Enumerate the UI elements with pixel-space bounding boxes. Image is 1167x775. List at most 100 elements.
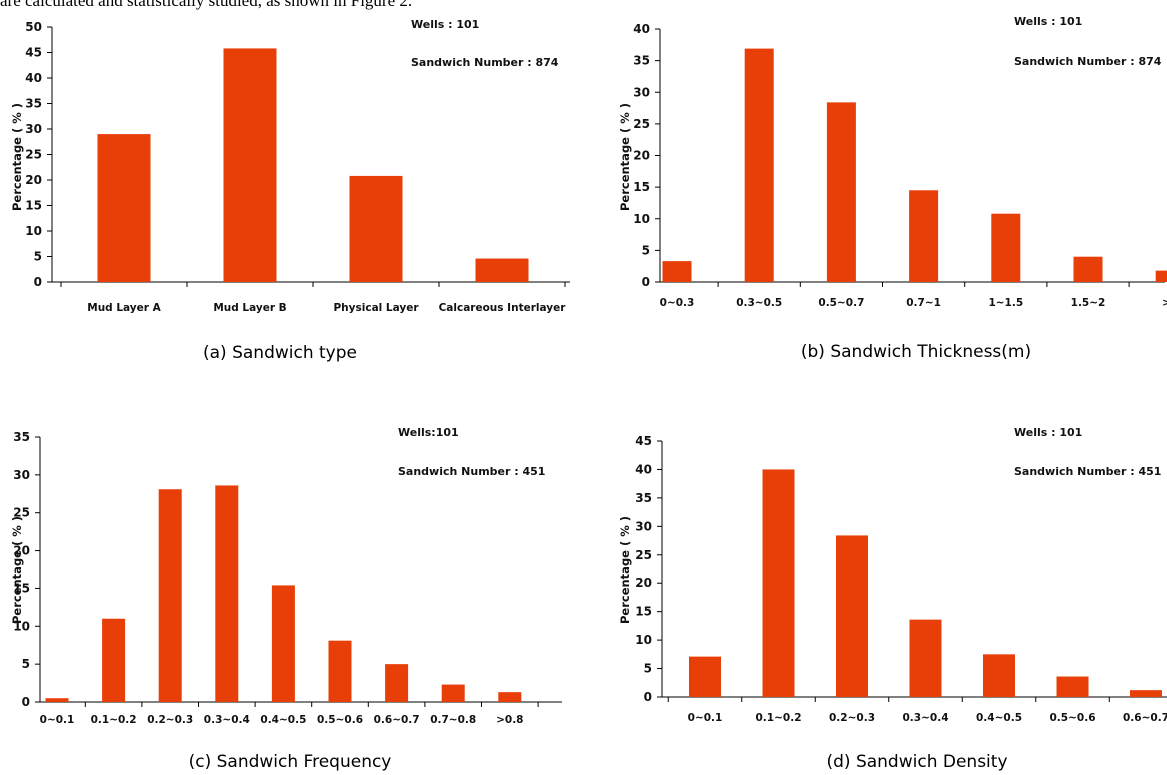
- bar-4: [215, 485, 239, 702]
- y-tick-label: 10: [13, 619, 30, 633]
- x-tick-label: 0.5~0.6: [317, 714, 363, 726]
- y-tick-label: 0: [22, 695, 30, 709]
- chart-panel-b: 0 5 10 15 20 25 30 35 40 Percentage ( % ) 0~0.3 0.3…: [618, 15, 1167, 362]
- bar-6: [1073, 256, 1103, 282]
- sandwich-number-note: Sandwich Number : 874: [1014, 55, 1162, 68]
- wells-note: Wells : 101: [1014, 426, 1082, 439]
- chart-panel-d: 0 5 10 15 20 25 30 35 40 45 Percentage ( % ) 0~0.1 0…: [618, 426, 1167, 772]
- intro-text: are calculated and statistically studied…: [0, 0, 413, 10]
- y-tick-label: 0: [642, 275, 650, 289]
- y-tick-label: 30: [25, 122, 42, 136]
- sandwich-number-note: Sandwich Number : 874: [411, 56, 559, 69]
- x-tick-label: 1~1.5: [988, 297, 1023, 309]
- x-tick-label: 0.5~0.6: [1050, 712, 1096, 724]
- bar-3: [158, 489, 182, 702]
- y-tick-label: 10: [25, 224, 42, 238]
- x-tick-label: Calcareous Interlayer: [439, 302, 567, 314]
- x-tick-label: 0.7~0.8: [430, 714, 476, 726]
- wells-note: Wells : 101: [411, 18, 479, 31]
- y-tick-label: 50: [25, 20, 42, 34]
- x-tick-label: 0.2~0.3: [147, 714, 193, 726]
- bar-4: [909, 619, 942, 697]
- x-tick-label: 0.3~0.5: [736, 297, 782, 309]
- y-tick-label: 30: [633, 85, 650, 99]
- y-tick-label: 10: [635, 633, 652, 647]
- bar-1: [97, 134, 151, 282]
- wells-note: Wells:101: [398, 426, 459, 439]
- x-tick-label: 0.5~0.7: [818, 297, 864, 309]
- y-tick-label: 35: [25, 97, 42, 111]
- y-tick-label: 20: [633, 149, 650, 163]
- x-tick-label: 0.1~0.2: [91, 714, 137, 726]
- x-tick-label: 0.7~1: [906, 297, 941, 309]
- bar-2: [762, 469, 795, 697]
- y-tick-label: 40: [633, 22, 650, 36]
- bar-1: [45, 698, 69, 702]
- x-tick-label: 0.4~0.5: [260, 714, 306, 726]
- bar-1: [689, 656, 721, 697]
- y-tick-label: 35: [633, 54, 650, 68]
- panel-title: (b) Sandwich Thickness(m): [801, 342, 1031, 362]
- bar-4: [909, 190, 939, 282]
- bar-7: [1130, 690, 1162, 697]
- y-tick-label: 25: [635, 548, 652, 562]
- y-axis-label: Percentage ( % ): [10, 516, 24, 624]
- x-tick-label: 0.1~0.2: [756, 712, 802, 724]
- y-tick-label: 20: [635, 576, 652, 590]
- y-tick-label: 0: [34, 275, 42, 289]
- bar-7: [385, 664, 409, 702]
- y-tick-label: 5: [22, 657, 30, 671]
- x-tick-label: >0.8: [496, 714, 523, 726]
- sandwich-number-note: Sandwich Number : 451: [398, 465, 545, 478]
- chart-panel-c: 0 5 10 15 20 25 30 35 Percentage ( % ) 0~0.1 0.1~0…: [10, 426, 562, 772]
- y-tick-label: 30: [635, 519, 652, 533]
- bar-3: [349, 175, 403, 282]
- x-tick-label: 1.5~2: [1071, 297, 1106, 309]
- bar-4: [475, 258, 529, 282]
- bar-5: [983, 654, 1015, 697]
- x-tick-label: Mud Layer A: [87, 302, 161, 314]
- y-tick-label: 15: [13, 581, 30, 595]
- y-tick-label: 25: [633, 117, 650, 131]
- y-tick-label: 10: [633, 212, 650, 226]
- panel-title: (d) Sandwich Density: [826, 752, 1007, 772]
- y-tick-label: 45: [25, 46, 42, 60]
- panel-title: (a) Sandwich type: [203, 343, 357, 363]
- y-tick-label: 5: [644, 662, 652, 676]
- x-tick-label: 0~0.3: [660, 297, 695, 309]
- chart-panel-a: 0 5 10 15 20 25 30 35 40 45 50 Percentage ( % ) Mud …: [10, 18, 570, 363]
- y-tick-label: 35: [13, 430, 30, 444]
- bar-1: [662, 261, 692, 282]
- x-tick-label: 0.3~0.4: [903, 712, 949, 724]
- y-tick-label: 40: [635, 462, 652, 476]
- y-axis-label: Percentage ( % ): [618, 103, 632, 211]
- y-tick-label: 15: [633, 180, 650, 194]
- y-tick-label: 25: [25, 148, 42, 162]
- x-tick-label: 0.2~0.3: [829, 712, 875, 724]
- y-tick-label: 35: [635, 491, 652, 505]
- bar-2: [102, 618, 126, 702]
- y-tick-label: 45: [635, 434, 652, 448]
- x-tick-label: 0~0.1: [688, 712, 723, 724]
- wells-note: Wells : 101: [1014, 15, 1082, 28]
- x-tick-label: Mud Layer B: [213, 302, 286, 314]
- x-tick-label: 0.6~0.7: [1123, 712, 1167, 724]
- bar-2: [223, 48, 277, 282]
- bar-2: [744, 48, 774, 282]
- y-tick-label: 20: [25, 173, 42, 187]
- bar-6: [328, 640, 352, 702]
- bar-5: [271, 585, 295, 702]
- x-tick-label: 0~0.1: [40, 714, 75, 726]
- y-tick-label: 25: [13, 506, 30, 520]
- y-tick-label: 5: [34, 250, 42, 264]
- y-tick-label: 30: [13, 468, 30, 482]
- y-tick-label: 5: [642, 243, 650, 257]
- x-tick-label: 0.4~0.5: [976, 712, 1022, 724]
- bar-3: [836, 535, 868, 697]
- y-axis-label: Percentage ( % ): [10, 103, 24, 211]
- bar-5: [991, 213, 1021, 282]
- bar-7: [1155, 270, 1167, 282]
- y-tick-label: 15: [25, 199, 42, 213]
- x-tick-label: 0.6~0.7: [374, 714, 420, 726]
